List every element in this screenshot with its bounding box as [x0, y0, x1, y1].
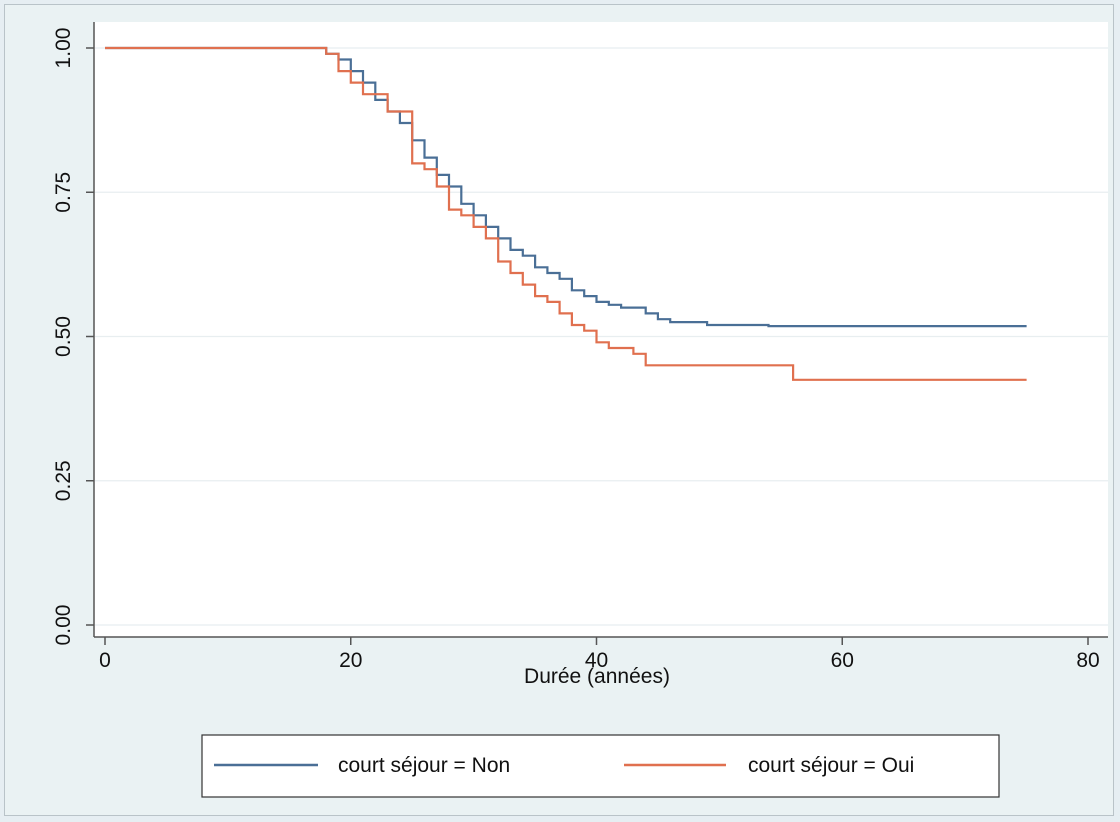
axis-ticks: 0.00 0.25 0.50 0.75 1.00 0 20 40 60 80 — [52, 28, 1100, 672]
series-line-non — [105, 46, 1027, 328]
legend-box — [201, 734, 1000, 798]
y-tick-label: 0.25 — [52, 460, 75, 501]
plot-area — [94, 22, 1108, 637]
x-axis-title: Durée (années) — [524, 665, 670, 688]
legend: court séjour = Non court séjour = Oui — [201, 734, 1000, 798]
y-tick-label: 0.00 — [52, 605, 75, 646]
legend-label-non: court séjour = Non — [338, 754, 510, 777]
series-line-oui — [105, 46, 1027, 381]
x-tick-label: 80 — [1076, 649, 1099, 672]
y-tick-label: 1.00 — [52, 28, 75, 69]
y-tick-label: 0.50 — [52, 316, 75, 357]
x-tick-label: 20 — [339, 649, 362, 672]
x-tick-label: 0 — [99, 649, 111, 672]
x-tick-label: 40 — [585, 649, 608, 672]
y-tick-label: 0.75 — [52, 172, 75, 213]
series-lines — [105, 46, 1027, 381]
legend-label-oui: court séjour = Oui — [748, 754, 914, 777]
x-tick-label: 60 — [831, 649, 854, 672]
